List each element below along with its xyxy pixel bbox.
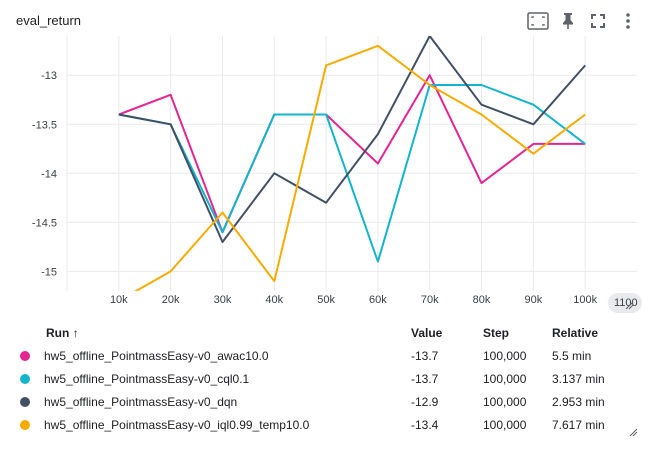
table-row[interactable]: hw5_offline_PointmassEasy-v0_cql0.1 -13.…	[0, 368, 653, 390]
column-header-run[interactable]: Run ↑	[46, 326, 79, 340]
y-tick-label: -13	[41, 70, 57, 82]
x-tick-label: 100k	[573, 294, 597, 306]
run-relative: 2.953 min	[552, 395, 605, 409]
series-line-2	[118, 36, 586, 243]
run-name: hw5_offline_PointmassEasy-v0_iql0.99_tem…	[44, 418, 310, 432]
y-tick-label: -15	[41, 266, 57, 278]
pin-icon[interactable]	[555, 8, 581, 34]
run-step: 100,000	[483, 418, 527, 432]
series-line-1	[118, 84, 586, 263]
run-step: 100,000	[483, 372, 527, 386]
x-tick-label: 20k	[162, 294, 180, 306]
series-color-swatch	[20, 397, 30, 407]
column-header-relative[interactable]: Relative	[552, 326, 599, 340]
table-row[interactable]: hw5_offline_PointmassEasy-v0_awac10.0 -1…	[0, 345, 653, 367]
run-relative: 3.137 min	[552, 372, 605, 386]
column-header-step[interactable]: Step	[483, 326, 510, 340]
y-tick-label: -14.5	[32, 217, 57, 229]
fit-to-data-icon[interactable]	[525, 8, 551, 34]
fullscreen-icon[interactable]	[585, 8, 611, 34]
x-tick-label: 90k	[524, 294, 542, 306]
more-options-icon[interactable]	[615, 8, 641, 34]
y-tick-label: -14	[41, 168, 57, 180]
run-step: 100,000	[483, 395, 527, 409]
x-tick-label: 30k	[214, 294, 232, 306]
series-color-swatch	[20, 351, 30, 361]
series-line-0	[118, 74, 586, 234]
chart-title: eval_return	[16, 13, 82, 28]
resize-handle-icon[interactable]	[628, 427, 638, 437]
y-axis-ticks: -13 -13.5 -14 -14.5 -15	[32, 70, 57, 278]
run-name: hw5_offline_PointmassEasy-v0_awac10.0	[44, 349, 269, 363]
x-tick-label: 50k	[317, 294, 335, 306]
line-chart[interactable]: -13 -13.5 -14 -14.5 -15 10k 20k 30k 40k 50k 60k 70…	[0, 36, 653, 318]
resize-handle-icon[interactable]	[624, 300, 634, 310]
run-value: -13.7	[411, 349, 439, 363]
x-tick-label: 70k	[421, 294, 439, 306]
run-relative: 7.617 min	[552, 418, 605, 432]
run-step: 100,000	[483, 349, 527, 363]
table-row[interactable]: hw5_offline_PointmassEasy-v0_iql0.99_tem…	[0, 414, 653, 436]
x-tick-label: 40k	[265, 294, 283, 306]
table-row[interactable]: hw5_offline_PointmassEasy-v0_dqn -12.9 1…	[0, 391, 653, 413]
run-value: -13.4	[411, 418, 439, 432]
column-header-value[interactable]: Value	[411, 326, 443, 340]
x-tick-label: 10k	[110, 294, 128, 306]
x-tick-label: 80k	[473, 294, 491, 306]
run-relative: 5.5 min	[552, 349, 592, 363]
chart-grid	[66, 36, 637, 291]
series-color-swatch	[20, 374, 30, 384]
series-color-swatch	[20, 420, 30, 430]
x-tick-label: 60k	[369, 294, 387, 306]
chart-toolbar	[525, 8, 641, 34]
run-value: -12.9	[411, 395, 439, 409]
run-value: -13.7	[411, 372, 439, 386]
chart-series	[118, 36, 586, 291]
y-tick-label: -13.5	[32, 119, 57, 131]
run-name: hw5_offline_PointmassEasy-v0_cql0.1	[44, 372, 250, 386]
x-axis-ticks: 10k 20k 30k 40k 50k 60k 70k 80k 90k 100k	[110, 294, 598, 306]
run-name: hw5_offline_PointmassEasy-v0_dqn	[44, 395, 238, 409]
series-line-3	[134, 44, 586, 291]
